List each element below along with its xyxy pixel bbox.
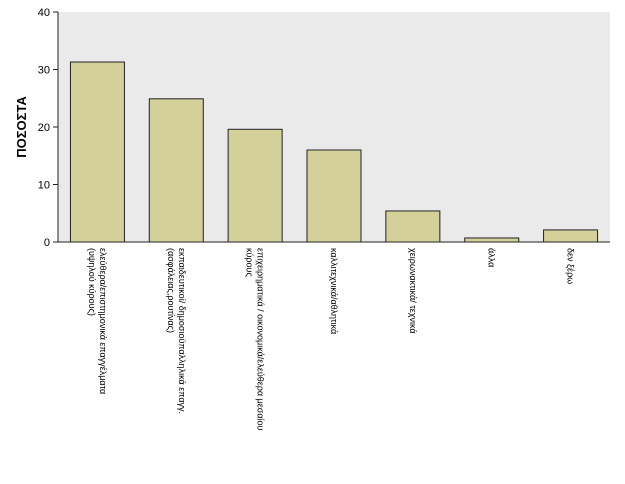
x-tick-label-line: καλλιτεχνικά/αθλητικά bbox=[329, 248, 339, 334]
bar bbox=[464, 237, 520, 243]
x-tick-label: δεν ξέρω bbox=[566, 248, 576, 284]
x-tick-label-line: άλλα bbox=[487, 248, 497, 267]
x-tick-label: εκπαιδευτικοί/ δημοσιοϋπαλληλικά επαγγ.(… bbox=[166, 248, 187, 414]
y-tick-label: 0 bbox=[44, 237, 50, 249]
x-tick-label-line: επιχειρηματικά / οικονομικά/ελεύθερα μεσ… bbox=[256, 248, 266, 431]
y-tick-label: 20 bbox=[38, 122, 50, 134]
y-tick-label: 40 bbox=[38, 7, 50, 19]
y-tick-label: 10 bbox=[38, 180, 50, 192]
x-tick-label: καλλιτεχνικά/αθλητικά bbox=[329, 248, 339, 334]
y-tick-label: 30 bbox=[38, 65, 50, 77]
y-ticks: 0 10 20 30 40 bbox=[38, 7, 58, 249]
x-tick-label: ελεύθερα/επιστημονικά επαγγέλματα(υψηλού… bbox=[87, 248, 108, 394]
x-tick-labels: ελεύθερα/επιστημονικά επαγγέλματα(υψηλού… bbox=[87, 248, 576, 431]
bar bbox=[69, 61, 125, 243]
x-tick-label-line: εκπαιδευτικοί/ δημοσιοϋπαλληλικά επαγγ. bbox=[177, 248, 187, 414]
bar bbox=[543, 229, 599, 243]
x-tick-label-line: κύρους bbox=[245, 248, 255, 277]
bar bbox=[227, 128, 283, 243]
x-tick-label-line: δεν ξέρω bbox=[566, 248, 576, 284]
x-tick-label-line: (υψηλού κύρους) bbox=[87, 248, 97, 316]
x-tick-label-line: (ασφάλειας,ρουτίνας) bbox=[166, 248, 176, 333]
x-tick-label: επιχειρηματικά / οικονομικά/ελεύθερα μεσ… bbox=[245, 248, 266, 431]
y-axis-label: ΠΟΣΟΣΤΑ bbox=[14, 96, 29, 158]
bar bbox=[148, 98, 204, 243]
x-tick-label-line: χειρωνακτικά/ τεχνικά bbox=[408, 248, 418, 334]
bar bbox=[306, 149, 362, 243]
x-tick-label: άλλα bbox=[487, 248, 497, 267]
x-tick-label-line: ελεύθερα/επιστημονικά επαγγέλματα bbox=[98, 248, 108, 394]
bar bbox=[385, 210, 441, 243]
x-tick-label: χειρωνακτικά/ τεχνικά bbox=[408, 248, 418, 334]
bars bbox=[69, 61, 599, 243]
